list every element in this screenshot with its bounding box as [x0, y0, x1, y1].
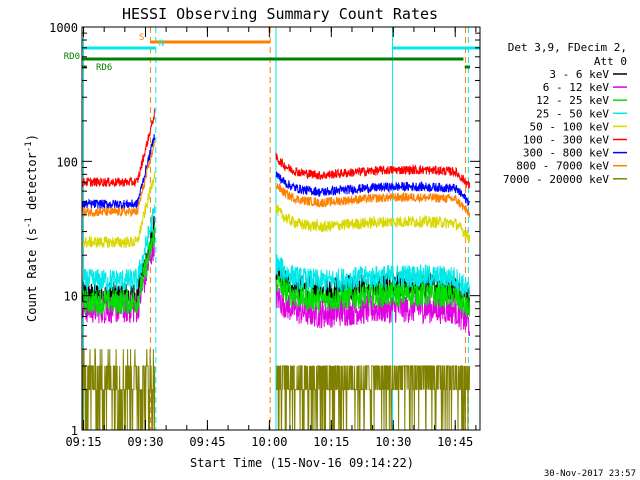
flag-label: S [139, 33, 144, 43]
y-tick-label: 1000 [49, 21, 78, 35]
y-axis-label-part3: ) [25, 134, 39, 141]
x-tick-label: 10:00 [251, 435, 287, 449]
x-tick-label: 10:30 [375, 435, 411, 449]
legend-header: Det 3,9, FDecim 2, [508, 41, 627, 54]
axis-ticks: 09:15 09:30 09:45 10:00 10:15 10:30 10:45 1 10 10… [49, 21, 480, 449]
chart-title: HESSI Observing Summary Count Rates [122, 5, 438, 23]
legend-entry-label: 100 - 300 keV [523, 134, 609, 147]
series-lines [82, 108, 471, 430]
x-tick-label: 09:30 [127, 435, 163, 449]
footer-timestamp: 30-Nov-2017 23:57 [544, 469, 636, 479]
legend-entry-label: 50 - 100 keV [530, 120, 610, 133]
series-line-100-300-kev [82, 108, 156, 188]
x-tick-label: 09:45 [189, 435, 225, 449]
series-line-800-7000-kev [275, 183, 471, 218]
series-line-7000-20000-kev [82, 348, 156, 430]
y-axis-label-part1: Count Rate (s [25, 228, 39, 322]
series-line-12-25-kev [275, 275, 471, 317]
state-flags: S N RD0 RD6 [64, 33, 480, 73]
legend-entry-label: 3 - 6 keV [549, 68, 609, 81]
legend-entry-label: 300 - 800 keV [523, 147, 609, 160]
legend-entry-label: 7000 - 20000 keV [503, 173, 609, 186]
legend-entry-label: 6 - 12 keV [543, 81, 610, 94]
y-axis-label-sup2: -1 [24, 141, 34, 152]
flag-label: RD0 [64, 52, 80, 62]
series-line-800-7000-kev [82, 139, 156, 217]
y-axis-label-part2: detector [25, 152, 39, 217]
x-tick-label: 09:15 [65, 435, 101, 449]
series-line-100-300-kev [275, 152, 471, 190]
legend-header: Att 0 [594, 55, 627, 68]
legend-entry-label: 800 - 7000 keV [516, 160, 609, 173]
y-tick-label: 1 [71, 424, 78, 438]
flag-label: RD6 [96, 63, 112, 73]
series-line-50-100-kev [82, 171, 156, 249]
series-line-25-50-kev [275, 254, 471, 298]
series-line-25-50-kev [82, 204, 156, 293]
y-axis-label-sup1: -1 [24, 217, 34, 228]
series-line-7000-20000-kev [276, 365, 471, 430]
y-tick-label: 100 [56, 155, 78, 169]
y-tick-label: 10 [64, 290, 78, 304]
legend-entry-label: 25 - 50 keV [536, 107, 609, 120]
x-tick-label: 10:15 [313, 435, 349, 449]
x-axis-label: Start Time (15-Nov-16 09:14:22) [190, 456, 414, 470]
series-line-50-100-kev [275, 204, 471, 244]
x-tick-label: 10:45 [437, 435, 473, 449]
legend-entry-label: 12 - 25 keV [536, 94, 609, 107]
plot-frame [81, 26, 481, 431]
y-axis-label: Count Rate (s-1 detector-1) [24, 134, 39, 322]
series-line-300-800-kev [275, 171, 471, 206]
series-line-12-25-kev [82, 224, 156, 315]
flag-label: N [159, 39, 164, 49]
series-line-300-800-kev [82, 134, 156, 210]
